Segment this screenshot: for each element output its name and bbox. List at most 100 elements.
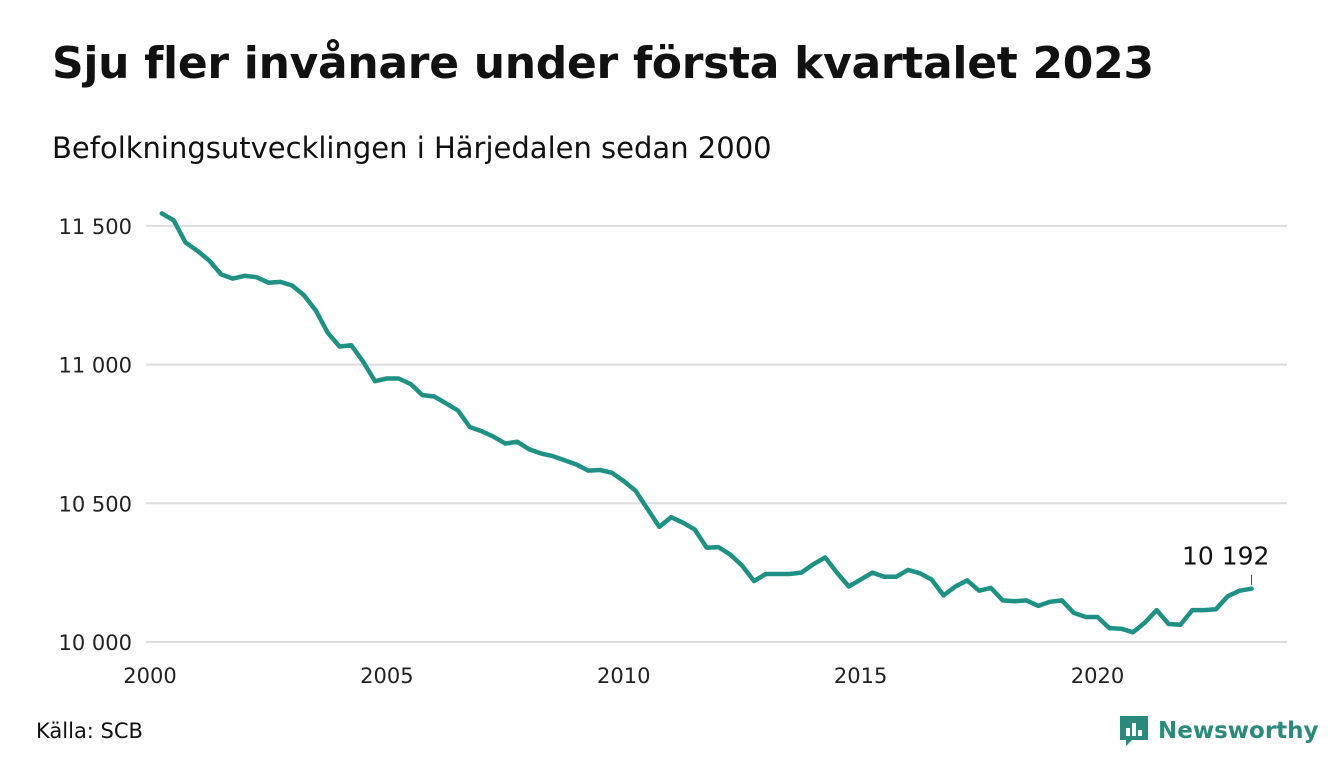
data-point xyxy=(705,546,709,550)
data-point xyxy=(1131,630,1135,634)
y-tick-label: 11 500 xyxy=(59,215,132,239)
data-point xyxy=(942,593,946,597)
data-point xyxy=(1096,615,1100,619)
data-point xyxy=(314,309,318,313)
y-tick-label: 10 500 xyxy=(59,492,132,516)
data-point xyxy=(740,564,744,568)
data-point xyxy=(373,379,377,383)
data-point xyxy=(266,281,270,285)
data-point xyxy=(918,571,922,575)
data-point xyxy=(160,211,164,215)
data-point xyxy=(799,571,803,575)
data-point xyxy=(1202,608,1206,612)
data-point xyxy=(681,521,685,525)
data-point xyxy=(515,440,519,444)
data-point xyxy=(788,572,792,576)
data-point xyxy=(610,471,614,475)
data-point xyxy=(930,578,934,582)
data-point xyxy=(1214,607,1218,611)
data-point xyxy=(1024,598,1028,602)
data-point xyxy=(622,479,626,483)
data-point xyxy=(823,555,827,559)
data-point xyxy=(645,507,649,511)
x-tick-label: 2005 xyxy=(360,664,413,688)
data-point xyxy=(420,393,424,397)
data-point xyxy=(811,562,815,566)
data-point xyxy=(1119,627,1123,631)
end-annotation: 10 192 xyxy=(1182,542,1269,585)
chart-title: Sju fler invånare under första kvartalet… xyxy=(52,38,1154,89)
data-point xyxy=(1013,599,1017,603)
data-point xyxy=(586,469,590,473)
data-point xyxy=(894,575,898,579)
data-point xyxy=(989,586,993,590)
data-point xyxy=(776,572,780,576)
data-point xyxy=(338,345,342,349)
data-point xyxy=(693,528,697,532)
data-point xyxy=(255,275,259,279)
data-point xyxy=(657,525,661,529)
data-point xyxy=(1190,608,1194,612)
data-point xyxy=(1143,621,1147,625)
data-point xyxy=(1107,626,1111,630)
data-point xyxy=(349,343,353,347)
gridlines xyxy=(146,224,1287,643)
data-point xyxy=(847,585,851,589)
data-point xyxy=(859,578,863,582)
data-point xyxy=(432,395,436,399)
data-point xyxy=(871,571,875,575)
data-point xyxy=(207,259,211,263)
brand-logo[interactable]: Newsworthy xyxy=(1118,714,1319,748)
data-point xyxy=(906,568,910,572)
data-point xyxy=(1036,604,1040,608)
data-point xyxy=(184,241,188,245)
data-point xyxy=(1226,594,1230,598)
data-point xyxy=(231,277,235,281)
chart-subtitle: Befolkningsutvecklingen i Härjedalen sed… xyxy=(52,131,772,165)
data-point xyxy=(1155,608,1159,612)
data-point xyxy=(290,284,294,288)
data-point xyxy=(456,408,460,412)
data-point xyxy=(669,515,673,519)
data-point xyxy=(598,468,602,472)
data-point xyxy=(1250,587,1254,591)
data-point xyxy=(361,360,365,364)
data-point xyxy=(563,458,567,462)
x-tick-label: 2015 xyxy=(834,664,887,688)
data-point xyxy=(1072,611,1076,615)
data-point xyxy=(539,451,543,455)
data-point xyxy=(444,401,448,405)
data-point xyxy=(1060,598,1064,602)
data-point xyxy=(326,331,330,335)
data-point xyxy=(302,293,306,297)
data-point xyxy=(1001,598,1005,602)
data-point xyxy=(1048,600,1052,604)
y-tick-label: 10 000 xyxy=(59,631,132,655)
x-tick-label: 2010 xyxy=(597,664,650,688)
data-point xyxy=(397,377,401,381)
data-point xyxy=(172,218,176,222)
data-point xyxy=(527,447,531,451)
data-point xyxy=(278,280,282,284)
x-tick-label: 2020 xyxy=(1071,664,1124,688)
data-point xyxy=(1238,589,1242,593)
data-point xyxy=(1167,622,1171,626)
y-axis-labels: 10 000 10 500 11 000 11 500 xyxy=(59,215,132,655)
x-tick-label: 2000 xyxy=(123,664,176,688)
data-point xyxy=(764,572,768,576)
series-layer xyxy=(159,211,1254,635)
data-point xyxy=(243,274,247,278)
data-point xyxy=(480,429,484,433)
data-point xyxy=(1084,615,1088,619)
data-point xyxy=(717,545,721,549)
data-point xyxy=(882,575,886,579)
data-point xyxy=(752,579,756,583)
data-point xyxy=(977,589,981,593)
data-point xyxy=(835,571,839,575)
data-point xyxy=(503,442,507,446)
data-point xyxy=(574,463,578,467)
data-point xyxy=(1178,623,1182,627)
end-value-label: 10 192 xyxy=(1182,542,1269,571)
x-axis-labels: 2000 2005 2010 2015 2020 xyxy=(123,664,1124,688)
